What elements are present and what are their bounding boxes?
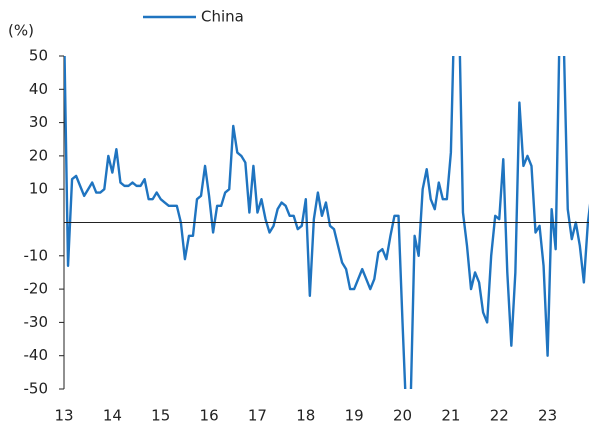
legend-label: China [201, 8, 244, 26]
y-tick-label: -20 [24, 280, 49, 298]
x-tick-label: 23 [538, 407, 557, 425]
x-tick-label: 20 [393, 407, 412, 425]
x-tick-label: 13 [54, 407, 73, 425]
x-tick-label: 15 [151, 407, 170, 425]
y-tick-label: 50 [29, 47, 48, 65]
y-tick-label: 30 [29, 113, 48, 131]
y-tick-label: -50 [24, 380, 49, 398]
x-tick-label: 18 [296, 407, 315, 425]
x-tick-label: 19 [345, 407, 364, 425]
plot-area [64, 56, 589, 389]
x-tick-label: 17 [248, 407, 267, 425]
y-tick-label: -30 [24, 313, 49, 331]
y-tick-label: 20 [29, 146, 48, 164]
x-tick-label: 14 [103, 407, 122, 425]
y-unit: (%) [8, 22, 34, 40]
series-line [64, 56, 589, 389]
x-tick-label: 16 [200, 407, 219, 425]
y-tick-label: -10 [24, 246, 49, 264]
x-tick-label: 22 [490, 407, 509, 425]
y-tick-label: -40 [24, 346, 49, 364]
x-tick-label: 21 [441, 407, 460, 425]
y-tick-label: 10 [29, 180, 48, 198]
y-tick-label: 40 [29, 80, 48, 98]
